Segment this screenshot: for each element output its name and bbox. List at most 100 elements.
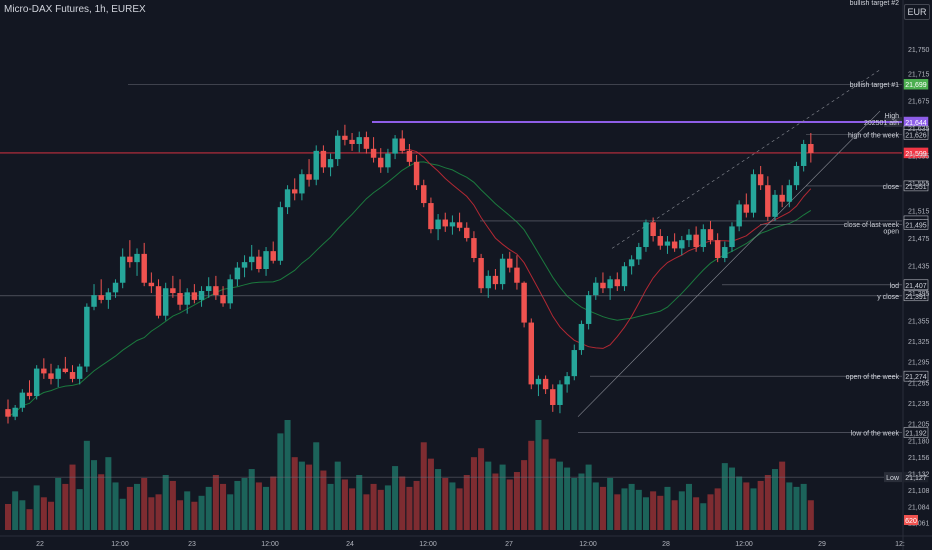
candle-body <box>241 262 248 268</box>
candle-body <box>808 143 814 153</box>
volume-bar <box>255 482 262 530</box>
candle-body <box>686 234 692 241</box>
level-label: close <box>883 184 899 191</box>
moving-average-red <box>402 148 812 349</box>
candle-body <box>98 295 104 300</box>
candle-body <box>714 240 721 259</box>
price-tag <box>903 219 929 230</box>
candle-body <box>786 185 793 202</box>
y-tick-label: 21,515 <box>908 209 930 216</box>
x-tick-label: 24 <box>346 541 354 548</box>
volume-bar <box>91 460 98 530</box>
candle-body <box>406 150 413 162</box>
candle-body <box>342 135 348 140</box>
y-tick-label: 21,108 <box>908 488 930 495</box>
candle-body <box>542 378 549 390</box>
price-tag-label: 21,127 <box>905 475 927 482</box>
y-tick-label: 21,595 <box>908 154 930 161</box>
candle-body <box>793 165 800 186</box>
candle-body <box>155 286 162 316</box>
candle-body <box>234 267 241 280</box>
volume-bar <box>607 477 614 530</box>
x-tick-label: 23 <box>188 541 196 548</box>
currency-button[interactable]: EUR <box>904 4 930 20</box>
candle-body <box>220 295 226 304</box>
y-tick-label: 21,061 <box>908 520 930 527</box>
volume-bar <box>26 509 33 530</box>
candle-body <box>26 392 33 397</box>
volume-bar <box>83 440 90 530</box>
candle-body <box>306 174 312 180</box>
candle-body <box>327 159 334 168</box>
price-tag <box>903 290 929 302</box>
price-tag-label: 21,495 <box>905 222 927 229</box>
candle-body <box>772 194 778 217</box>
volume-bar <box>33 485 40 530</box>
volume-bar <box>205 486 212 530</box>
volume-bar <box>485 461 492 530</box>
volume-bar <box>4 503 12 530</box>
candle-body <box>263 251 269 269</box>
y-tick-label: 21,715 <box>908 71 930 78</box>
volume-bar <box>470 457 477 530</box>
candle-body <box>471 238 477 259</box>
candle-body <box>535 378 542 385</box>
candle-body <box>636 247 642 260</box>
candle-body <box>392 138 398 154</box>
volume-bar <box>427 458 434 530</box>
candle-body <box>550 389 556 405</box>
x-tick-label: 12:00 <box>419 541 437 548</box>
volume-bar <box>779 461 786 530</box>
candle-body <box>5 409 11 417</box>
volume-bar <box>349 488 356 530</box>
candle-body <box>299 174 305 194</box>
volume-bar <box>650 491 657 530</box>
candle-body <box>779 194 785 202</box>
candle-body <box>750 174 757 213</box>
price-tag-label: 21,274 <box>905 374 927 381</box>
candle-body <box>177 293 183 305</box>
candle-body <box>413 161 420 186</box>
price-tag <box>903 471 929 483</box>
candle-body <box>370 148 377 158</box>
price-tag-label: 21,551 <box>905 184 927 191</box>
price-tag <box>903 129 929 140</box>
candle-body <box>671 241 678 249</box>
candle-body <box>492 275 499 285</box>
volume-bar <box>298 461 305 530</box>
volume-bar <box>521 460 528 530</box>
volume-bar <box>714 488 721 530</box>
level-name-box <box>884 472 902 483</box>
candle-body <box>12 407 18 417</box>
volume-bar <box>700 503 707 530</box>
volume-bar <box>119 498 126 530</box>
volume-bar <box>635 489 642 530</box>
candle-body <box>707 229 714 241</box>
volume-bar <box>162 475 169 530</box>
candle-body <box>743 204 750 213</box>
candle-body <box>585 295 592 324</box>
candle-body <box>722 247 728 259</box>
volume-bar <box>291 457 298 530</box>
volume-bar <box>463 475 470 530</box>
candle-body <box>700 229 707 248</box>
volume-bar <box>220 483 227 530</box>
volume-bar <box>69 464 76 530</box>
candle-body <box>119 256 126 283</box>
y-tick-label: 21,475 <box>908 236 930 243</box>
price-tag-label: 21,599 <box>905 151 927 158</box>
level-label: high of the week <box>848 132 899 139</box>
candle-body <box>643 222 649 248</box>
volume-bar <box>284 420 291 530</box>
candle-body <box>385 153 391 168</box>
volume-bar <box>76 489 83 530</box>
candle-body <box>442 219 448 227</box>
candle-body <box>485 275 491 289</box>
candle-body <box>91 295 97 307</box>
candle-body <box>507 258 513 268</box>
volume-bar <box>212 475 219 530</box>
volume-bar <box>384 485 391 530</box>
candle-body <box>356 137 362 144</box>
